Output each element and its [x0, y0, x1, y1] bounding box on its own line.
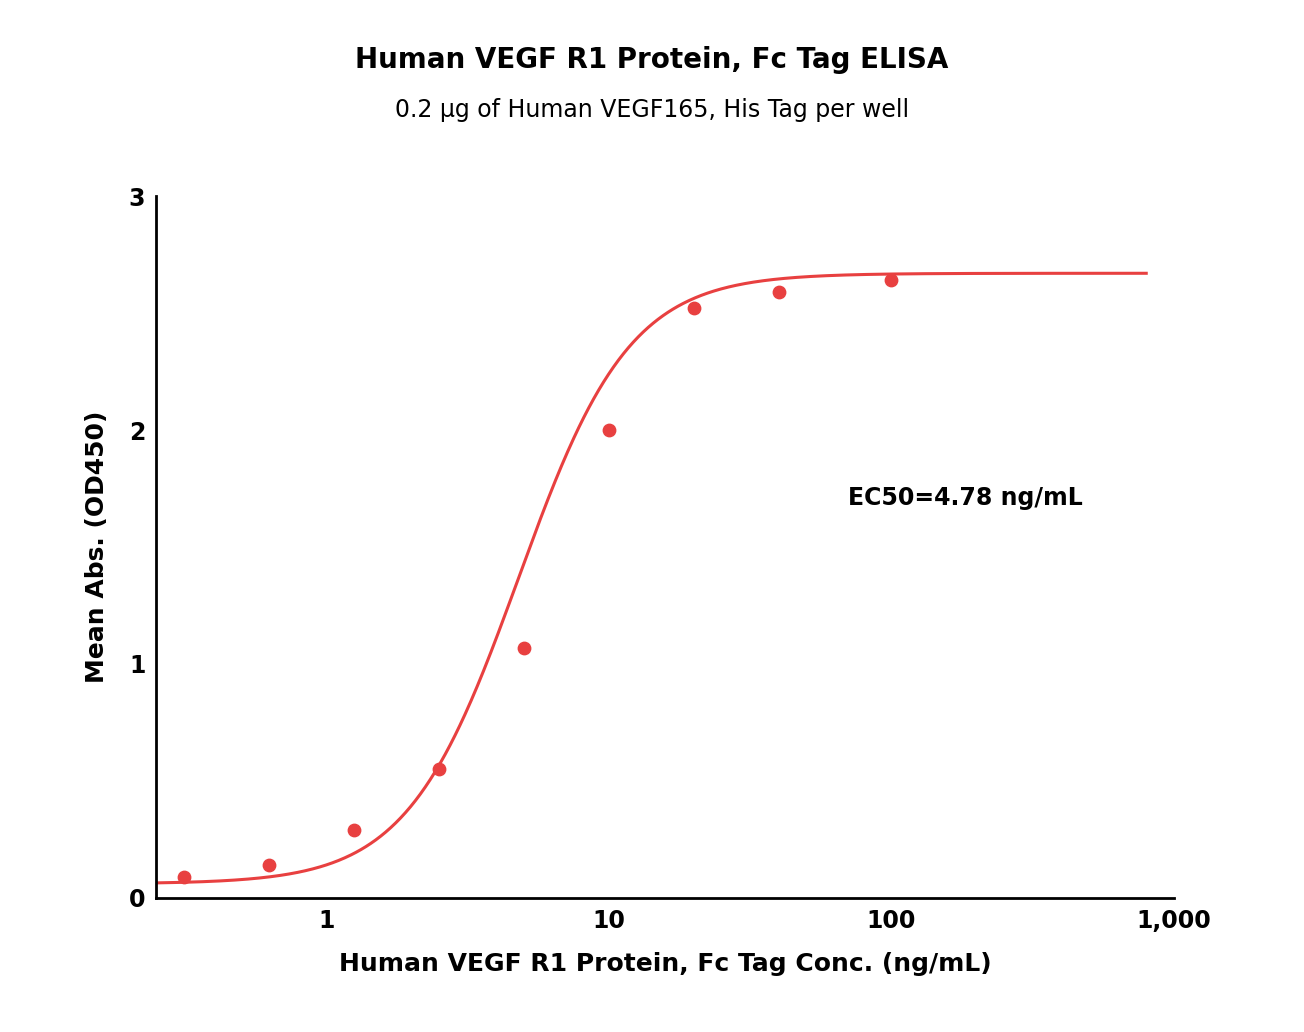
Text: 0.2 μg of Human VEGF165, His Tag per well: 0.2 μg of Human VEGF165, His Tag per wel… — [395, 98, 909, 122]
Point — [258, 857, 279, 873]
Text: Human VEGF R1 Protein, Fc Tag ELISA: Human VEGF R1 Protein, Fc Tag ELISA — [355, 46, 949, 74]
Point — [880, 272, 901, 289]
Point — [343, 821, 364, 838]
X-axis label: Human VEGF R1 Protein, Fc Tag Conc. (ng/mL): Human VEGF R1 Protein, Fc Tag Conc. (ng/… — [339, 953, 991, 976]
Point — [429, 761, 450, 777]
Point — [768, 284, 789, 300]
Y-axis label: Mean Abs. (OD450): Mean Abs. (OD450) — [86, 411, 110, 683]
Text: EC50=4.78 ng/mL: EC50=4.78 ng/mL — [848, 486, 1082, 510]
Point — [173, 869, 194, 885]
Point — [599, 422, 619, 439]
Point — [683, 300, 704, 317]
Point — [514, 639, 535, 655]
